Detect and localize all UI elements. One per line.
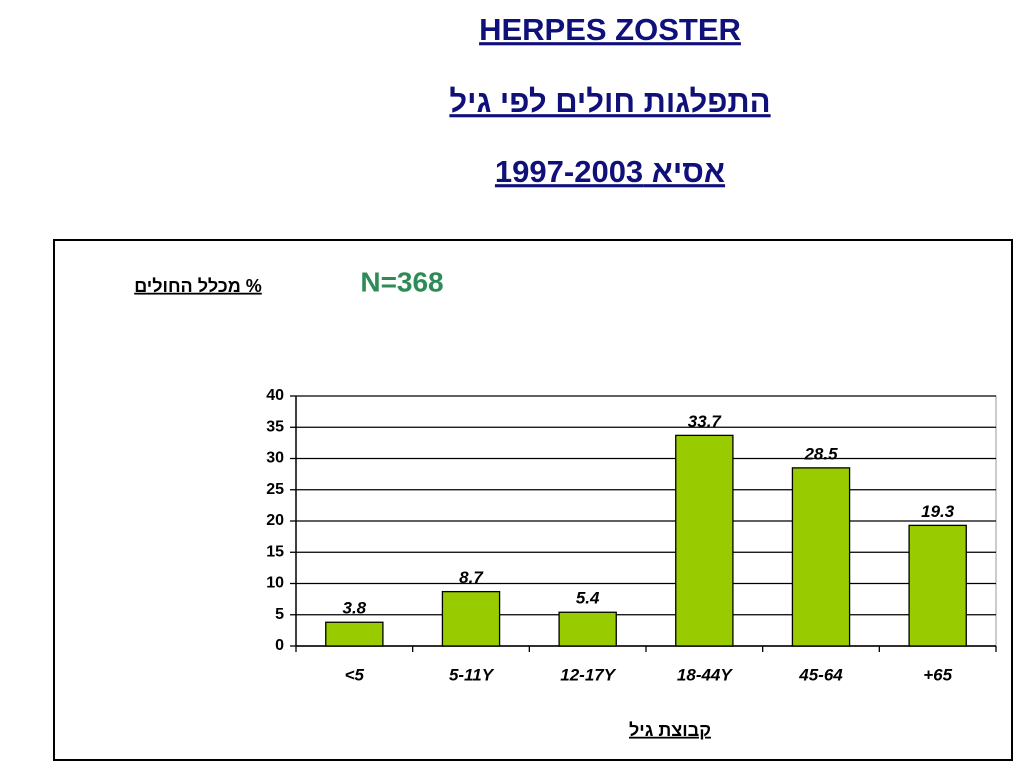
y-tick-label: 0	[275, 637, 284, 654]
y-tick-label: 25	[266, 481, 284, 498]
x-tick-label: <5	[345, 665, 365, 684]
x-axis-label: קבוצת גיל	[629, 720, 711, 740]
x-tick-label: 45-64	[798, 665, 843, 684]
y-tick-label: 30	[266, 450, 284, 467]
chart-subtitle: התפלגות חולים לפי גיל	[449, 84, 770, 119]
data-label: 3.8	[343, 599, 367, 618]
y-tick-label: 40	[266, 387, 284, 404]
x-tick-label: 18-44Y	[677, 665, 733, 684]
bar	[908, 524, 967, 647]
data-label: 5.4	[576, 589, 600, 608]
y-tick-label: 5	[275, 606, 284, 623]
x-tick-label: 5-11Y	[449, 665, 495, 684]
bar	[791, 467, 851, 647]
bar	[558, 611, 617, 647]
x-tick-label: +65	[923, 665, 952, 684]
bar	[325, 621, 384, 647]
y-tick-label: 15	[266, 543, 284, 560]
data-label: 28.5	[803, 444, 838, 463]
x-tick-label: 12-17Y	[560, 665, 616, 684]
y-tick-label: 20	[266, 512, 284, 529]
y-tick-label: 10	[266, 575, 284, 592]
data-label: 8.7	[459, 568, 484, 587]
chart-frame	[53, 239, 1013, 761]
bar	[675, 434, 734, 647]
data-label: 33.7	[688, 412, 723, 431]
y-axis-label: % מכלל החולים	[134, 276, 262, 296]
data-label: 19.3	[921, 502, 955, 521]
bar	[441, 590, 501, 647]
y-tick-label: 35	[266, 418, 284, 435]
chart-subtitle: אסיא 1997-2003	[495, 154, 725, 189]
annotation: N=368	[360, 266, 443, 297]
chart-title: HERPES ZOSTER	[479, 12, 741, 47]
